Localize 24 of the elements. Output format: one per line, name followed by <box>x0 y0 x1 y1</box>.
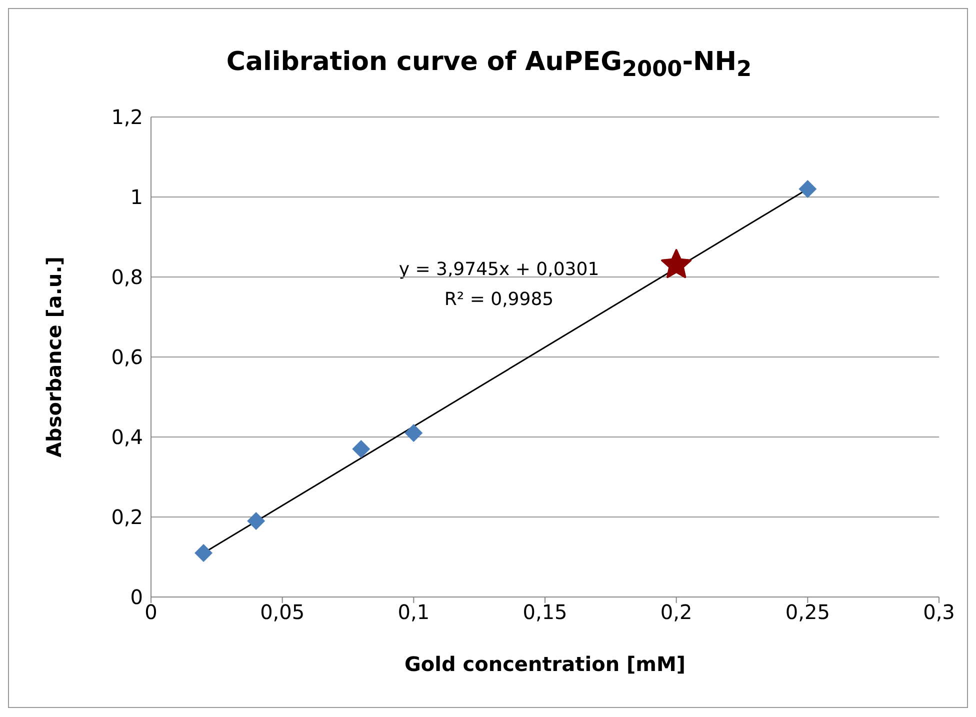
point <box>194 544 213 562</box>
point <box>247 512 266 530</box>
chart-title: Calibration curve of AuPEG$_{2000}$-NH$_{2}$ <box>225 47 753 82</box>
point <box>661 249 692 278</box>
x-axis-title: Gold concentration [mM] <box>404 652 686 676</box>
x-tick-label: 0,1 <box>398 600 430 624</box>
y-tick-label: 0,8 <box>111 265 143 290</box>
x-tick-label: 0,25 <box>785 600 830 624</box>
point <box>352 440 370 458</box>
annotation: R² = 0,9985 <box>443 289 555 310</box>
x-tick-label: 0,15 <box>522 600 568 624</box>
x-tick-label: 0,2 <box>660 600 692 624</box>
annotation: y = 3,9745x + 0,0301 <box>398 259 600 280</box>
y-tick-label: 1,2 <box>111 105 143 130</box>
x-tick-label: 0,05 <box>260 600 305 624</box>
y-axis-title: Absorbance [a.u.] <box>42 256 66 458</box>
x-tick-label: 0,3 <box>923 600 955 624</box>
y-tick-label: 0,6 <box>111 345 143 370</box>
point <box>404 424 423 442</box>
y-tick-label: 1 <box>130 185 143 210</box>
y-tick-label: 0 <box>130 585 143 610</box>
y-tick-label: 0,2 <box>111 505 143 530</box>
point <box>798 180 817 198</box>
y-tick-label: 0,4 <box>111 425 143 450</box>
